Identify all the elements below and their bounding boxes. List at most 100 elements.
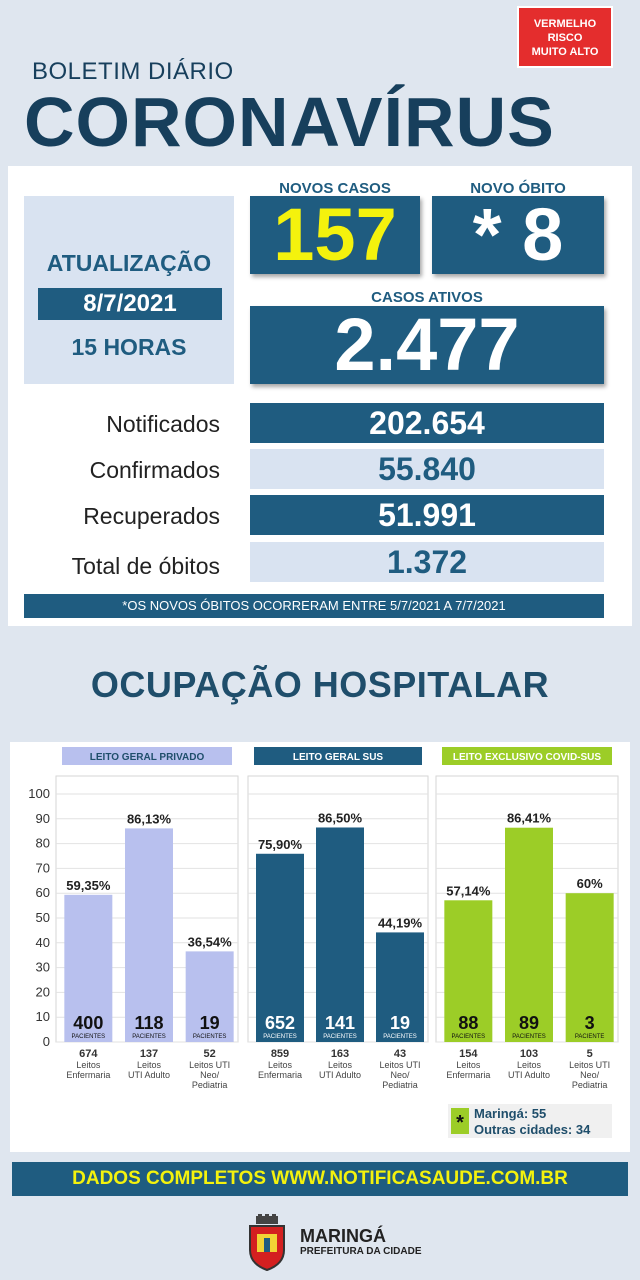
update-hour: 15 HORAS xyxy=(71,334,187,360)
deaths-value: 1.372 xyxy=(250,542,604,582)
bar-category-label: Leitos xyxy=(76,1060,101,1070)
bar-percent-label: 59,35% xyxy=(66,878,111,893)
bar xyxy=(444,900,493,1042)
group-header-label: LEITO EXCLUSIVO COVID-SUS xyxy=(453,752,601,763)
hospital-occupancy-chart: 0 10 20 30 40 50 60 70 80 90 100 LEITO GERAL PRIVAD… xyxy=(28,747,619,1138)
new-death-value: * 8 xyxy=(432,196,604,274)
bar xyxy=(125,828,173,1042)
city-name: MARINGÁ xyxy=(300,1226,386,1246)
bar-percent-label: 86,41% xyxy=(507,811,552,826)
bar-beds-total: 103 xyxy=(520,1048,538,1060)
bar-patients-count: 400 xyxy=(73,1013,103,1033)
bar-beds-total: 43 xyxy=(394,1048,406,1060)
legend-marker: * xyxy=(456,1112,464,1134)
group-header-label: LEITO GERAL SUS xyxy=(293,752,384,763)
y-tick-label: 0 xyxy=(43,1034,50,1049)
bar-category-label: Pediatria xyxy=(382,1080,418,1090)
bar-category-label: Leitos UTI xyxy=(379,1060,420,1070)
bar-patients-word: PACIENTES xyxy=(193,1034,227,1040)
legend-line: Outras cidades: 34 xyxy=(474,1122,591,1137)
bar-patients-count: 19 xyxy=(200,1013,220,1033)
bar xyxy=(505,827,553,1042)
bar-percent-label: 86,50% xyxy=(318,810,363,825)
bar-percent-label: 57,14% xyxy=(446,883,491,898)
deaths-footnote: *OS NOVOS ÓBITOS OCORRERAM ENTRE 5/7/202… xyxy=(24,594,604,618)
bar-patients-word: PACIENTES xyxy=(452,1034,486,1040)
bar-category-label: UTI Adulto xyxy=(128,1070,170,1080)
risk-degree: MUITO ALTO xyxy=(531,46,599,58)
bar xyxy=(376,932,424,1042)
notified-value: 202.654 xyxy=(250,403,604,443)
bar xyxy=(565,893,614,1042)
bar-beds-total: 859 xyxy=(271,1048,289,1060)
bar-patients-word: PACIENTE xyxy=(575,1034,605,1040)
y-tick-label: 100 xyxy=(28,786,50,801)
y-tick-label: 30 xyxy=(36,960,50,975)
bar-category-label: Leitos xyxy=(268,1060,293,1070)
bar-category-label: Leitos xyxy=(517,1060,542,1070)
bar xyxy=(316,827,364,1042)
y-tick-label: 50 xyxy=(36,910,50,925)
risk-badge: VERMELHO RISCO MUITO ALTO xyxy=(517,6,613,68)
bar-percent-label: 60% xyxy=(577,876,603,891)
y-tick-label: 60 xyxy=(36,885,50,900)
risk-word: RISCO xyxy=(547,32,583,44)
bar-category-label: Neo/ xyxy=(390,1070,410,1080)
bar-beds-total: 674 xyxy=(79,1048,98,1060)
confirmed-value: 55.840 xyxy=(250,449,604,489)
bar-category-label: Leitos xyxy=(328,1060,353,1070)
bar-beds-total: 163 xyxy=(331,1048,349,1060)
bar-patients-word: PACIENTES xyxy=(263,1034,297,1040)
city-logo xyxy=(242,1214,292,1272)
bar xyxy=(185,951,234,1042)
bar-percent-label: 36,54% xyxy=(188,934,233,949)
bar-patients-word: PACIENTES xyxy=(72,1034,106,1040)
bar-category-label: Enfermaria xyxy=(66,1070,110,1080)
new-cases-value: 157 xyxy=(250,196,420,274)
page-title: CORONAVÍRUS xyxy=(24,83,555,161)
risk-level: VERMELHO xyxy=(533,18,597,30)
legend-line: Maringá: 55 xyxy=(474,1106,546,1121)
bar-patients-word: PACIENTES xyxy=(132,1034,166,1040)
bar-category-label: Neo/ xyxy=(200,1070,220,1080)
y-tick-label: 90 xyxy=(36,811,50,826)
bar-category-label: Enfermaria xyxy=(446,1070,490,1080)
bar-category-label: Leitos UTI xyxy=(189,1060,230,1070)
legend-box xyxy=(448,1104,612,1138)
legend-marker-bg xyxy=(451,1108,469,1134)
bar-patients-word: PACIENTES xyxy=(323,1034,357,1040)
bar-percent-label: 86,13% xyxy=(127,811,172,826)
bar-category-label: Pediatria xyxy=(192,1080,228,1090)
new-death-label: NOVO ÓBITO xyxy=(470,180,566,197)
city-crest-icon xyxy=(249,1214,285,1272)
hospital-chart-panel: 0 10 20 30 40 50 60 70 80 90 100 LEITO GERAL PRIVAD… xyxy=(10,742,630,1152)
bar-patients-count: 88 xyxy=(458,1013,478,1033)
bar-patients-count: 19 xyxy=(390,1013,410,1033)
bar-category-label: Leitos UTI xyxy=(569,1060,610,1070)
new-cases-label: NOVOS CASOS xyxy=(279,180,391,197)
bar-category-label: Enfermaria xyxy=(258,1070,302,1080)
bar-patients-count: 89 xyxy=(519,1013,539,1033)
city-subtitle: PREFEITURA DA CIDADE xyxy=(300,1246,422,1257)
hospital-title: OCUPAÇÃO HOSPITALAR xyxy=(90,664,550,705)
y-tick-label: 20 xyxy=(36,984,50,999)
bar-patients-count: 652 xyxy=(265,1013,295,1033)
bar-patients-count: 3 xyxy=(585,1013,595,1033)
full-data-banner[interactable]: DADOS COMPLETOS WWW.NOTIFICASAUDE.COM.BR xyxy=(12,1162,628,1196)
bar-category-label: Leitos xyxy=(456,1060,481,1070)
group-header-bg xyxy=(254,747,422,765)
notified-label: Notificados xyxy=(106,411,220,437)
bar-patients-word: PACIENTES xyxy=(383,1034,417,1040)
bar-category-label: Pediatria xyxy=(572,1080,608,1090)
bar xyxy=(64,894,113,1042)
deaths-label: Total de óbitos xyxy=(71,553,220,579)
bar-beds-total: 52 xyxy=(204,1048,216,1060)
bulletin-label: BOLETIM DIÁRIO xyxy=(32,58,234,85)
bar-category-label: UTI Adulto xyxy=(508,1070,550,1080)
bar xyxy=(256,853,304,1042)
group-header-bg xyxy=(442,747,612,765)
bar-patients-count: 118 xyxy=(134,1013,163,1033)
bar-beds-total: 137 xyxy=(140,1048,158,1060)
active-cases-label: CASOS ATIVOS xyxy=(371,289,483,306)
bar-patients-word: PACIENTES xyxy=(512,1034,546,1040)
